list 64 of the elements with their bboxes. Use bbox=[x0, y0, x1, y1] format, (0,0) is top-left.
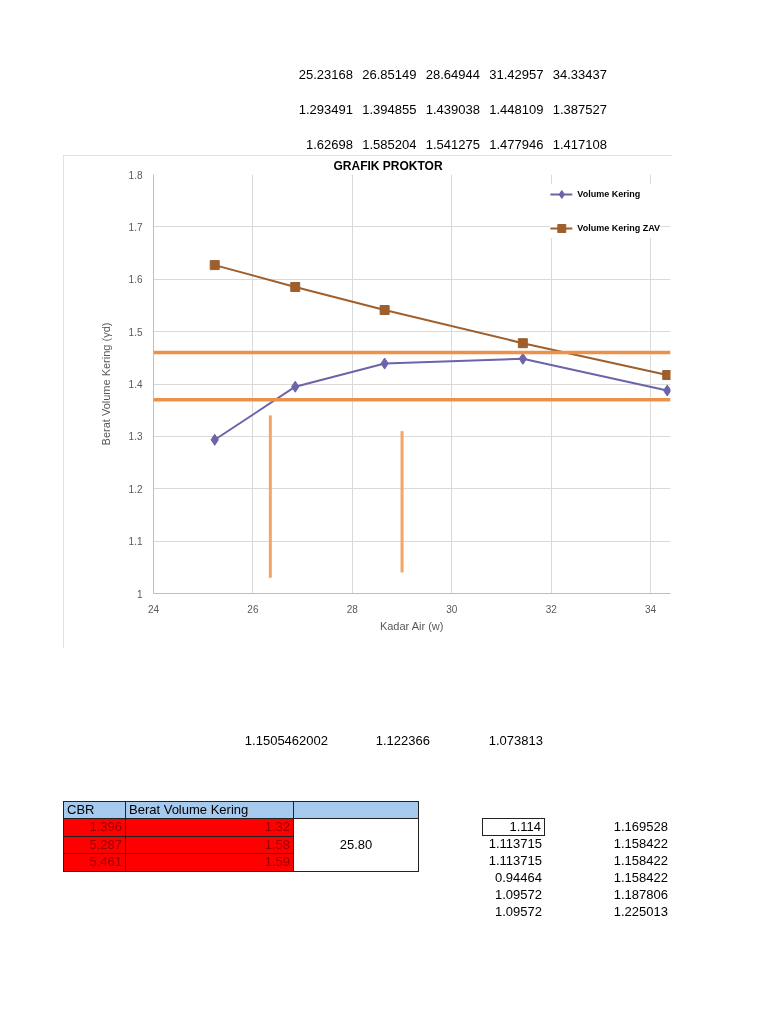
text: 1.113715 bbox=[487, 852, 543, 870]
y-tick-label: 1.5 bbox=[128, 326, 143, 338]
text: 1.169528 bbox=[612, 818, 669, 836]
text: 1.32 bbox=[125, 818, 294, 837]
y-tick-label: 1.8 bbox=[128, 169, 143, 181]
text: 1.158422 bbox=[612, 869, 669, 887]
text: CBR bbox=[63, 801, 126, 819]
text: 1.477946 bbox=[489, 137, 544, 152]
text: 1.62698 bbox=[305, 136, 354, 154]
text: 0.94464 bbox=[494, 869, 543, 887]
x-tick-label: 28 bbox=[346, 603, 359, 615]
y-tick-label: 1.1 bbox=[128, 536, 143, 548]
text: 28.64944 bbox=[425, 67, 480, 82]
point bbox=[290, 282, 301, 292]
text: 1.439038 bbox=[425, 102, 480, 117]
text: 1.114 bbox=[482, 818, 545, 836]
text: 1.09572 bbox=[494, 886, 543, 904]
text: 1.448109 bbox=[489, 102, 544, 117]
text: 1.396 bbox=[63, 818, 126, 837]
text: 5.287 bbox=[63, 835, 126, 855]
y-tick-label: 1.7 bbox=[128, 221, 143, 233]
text: 1.187806 bbox=[612, 886, 669, 904]
text: 1.158422 bbox=[612, 835, 669, 853]
text: 1.541275 bbox=[425, 137, 480, 152]
text: 1.59 bbox=[125, 853, 294, 872]
text: 31.42957 bbox=[489, 67, 544, 82]
legend-label: Volume Kering ZAV bbox=[577, 223, 660, 233]
text: 1.073813 bbox=[487, 732, 544, 750]
text: Berat Volume Kering bbox=[125, 801, 294, 819]
text: 1.585204 bbox=[362, 137, 417, 152]
text: 1.122366 bbox=[374, 732, 431, 750]
text: 1.387527 bbox=[552, 102, 607, 117]
x-tick-label: 30 bbox=[446, 603, 458, 615]
text: 5.461 bbox=[63, 853, 126, 872]
point bbox=[379, 305, 390, 316]
text: 1.09572 bbox=[494, 903, 543, 921]
y-tick-label: 1 bbox=[136, 588, 143, 600]
legend-label: Volume Kering bbox=[577, 189, 641, 199]
y-tick-label: 1.4 bbox=[128, 379, 143, 390]
text: 1.225013 bbox=[612, 903, 669, 921]
text: 1.293491 bbox=[297, 101, 354, 119]
text: 1.58 bbox=[125, 835, 294, 855]
text: 1.113715 bbox=[487, 835, 543, 853]
y-tick-label: 1.3 bbox=[128, 431, 143, 443]
text: 34.33437 bbox=[552, 67, 607, 82]
point bbox=[662, 370, 671, 381]
text: 1.417108 bbox=[552, 137, 607, 152]
text: 1.1505462002 bbox=[243, 732, 329, 750]
x-axis-title: Kadar Air (w) bbox=[379, 619, 444, 632]
chart-title: GRAFIK PROKTOR bbox=[333, 159, 443, 173]
x-tick-label: 32 bbox=[545, 603, 558, 615]
y-tick-label: 1.6 bbox=[128, 274, 143, 286]
text: 25.80 bbox=[293, 818, 419, 872]
x-tick-label: 26 bbox=[247, 603, 259, 615]
x-tick-label: 34 bbox=[645, 603, 657, 615]
x-tick-label: 24 bbox=[147, 603, 160, 615]
text: 1.394855 bbox=[362, 102, 417, 117]
y-axis-title: Berat Volume Kering (γd) bbox=[99, 322, 112, 446]
text: 26.85149 bbox=[362, 67, 417, 82]
text: 1.158422 bbox=[612, 852, 669, 870]
point bbox=[209, 260, 220, 271]
point bbox=[517, 338, 528, 349]
y-tick-label: 1.2 bbox=[128, 483, 143, 495]
text: 25.23168 bbox=[297, 66, 354, 84]
